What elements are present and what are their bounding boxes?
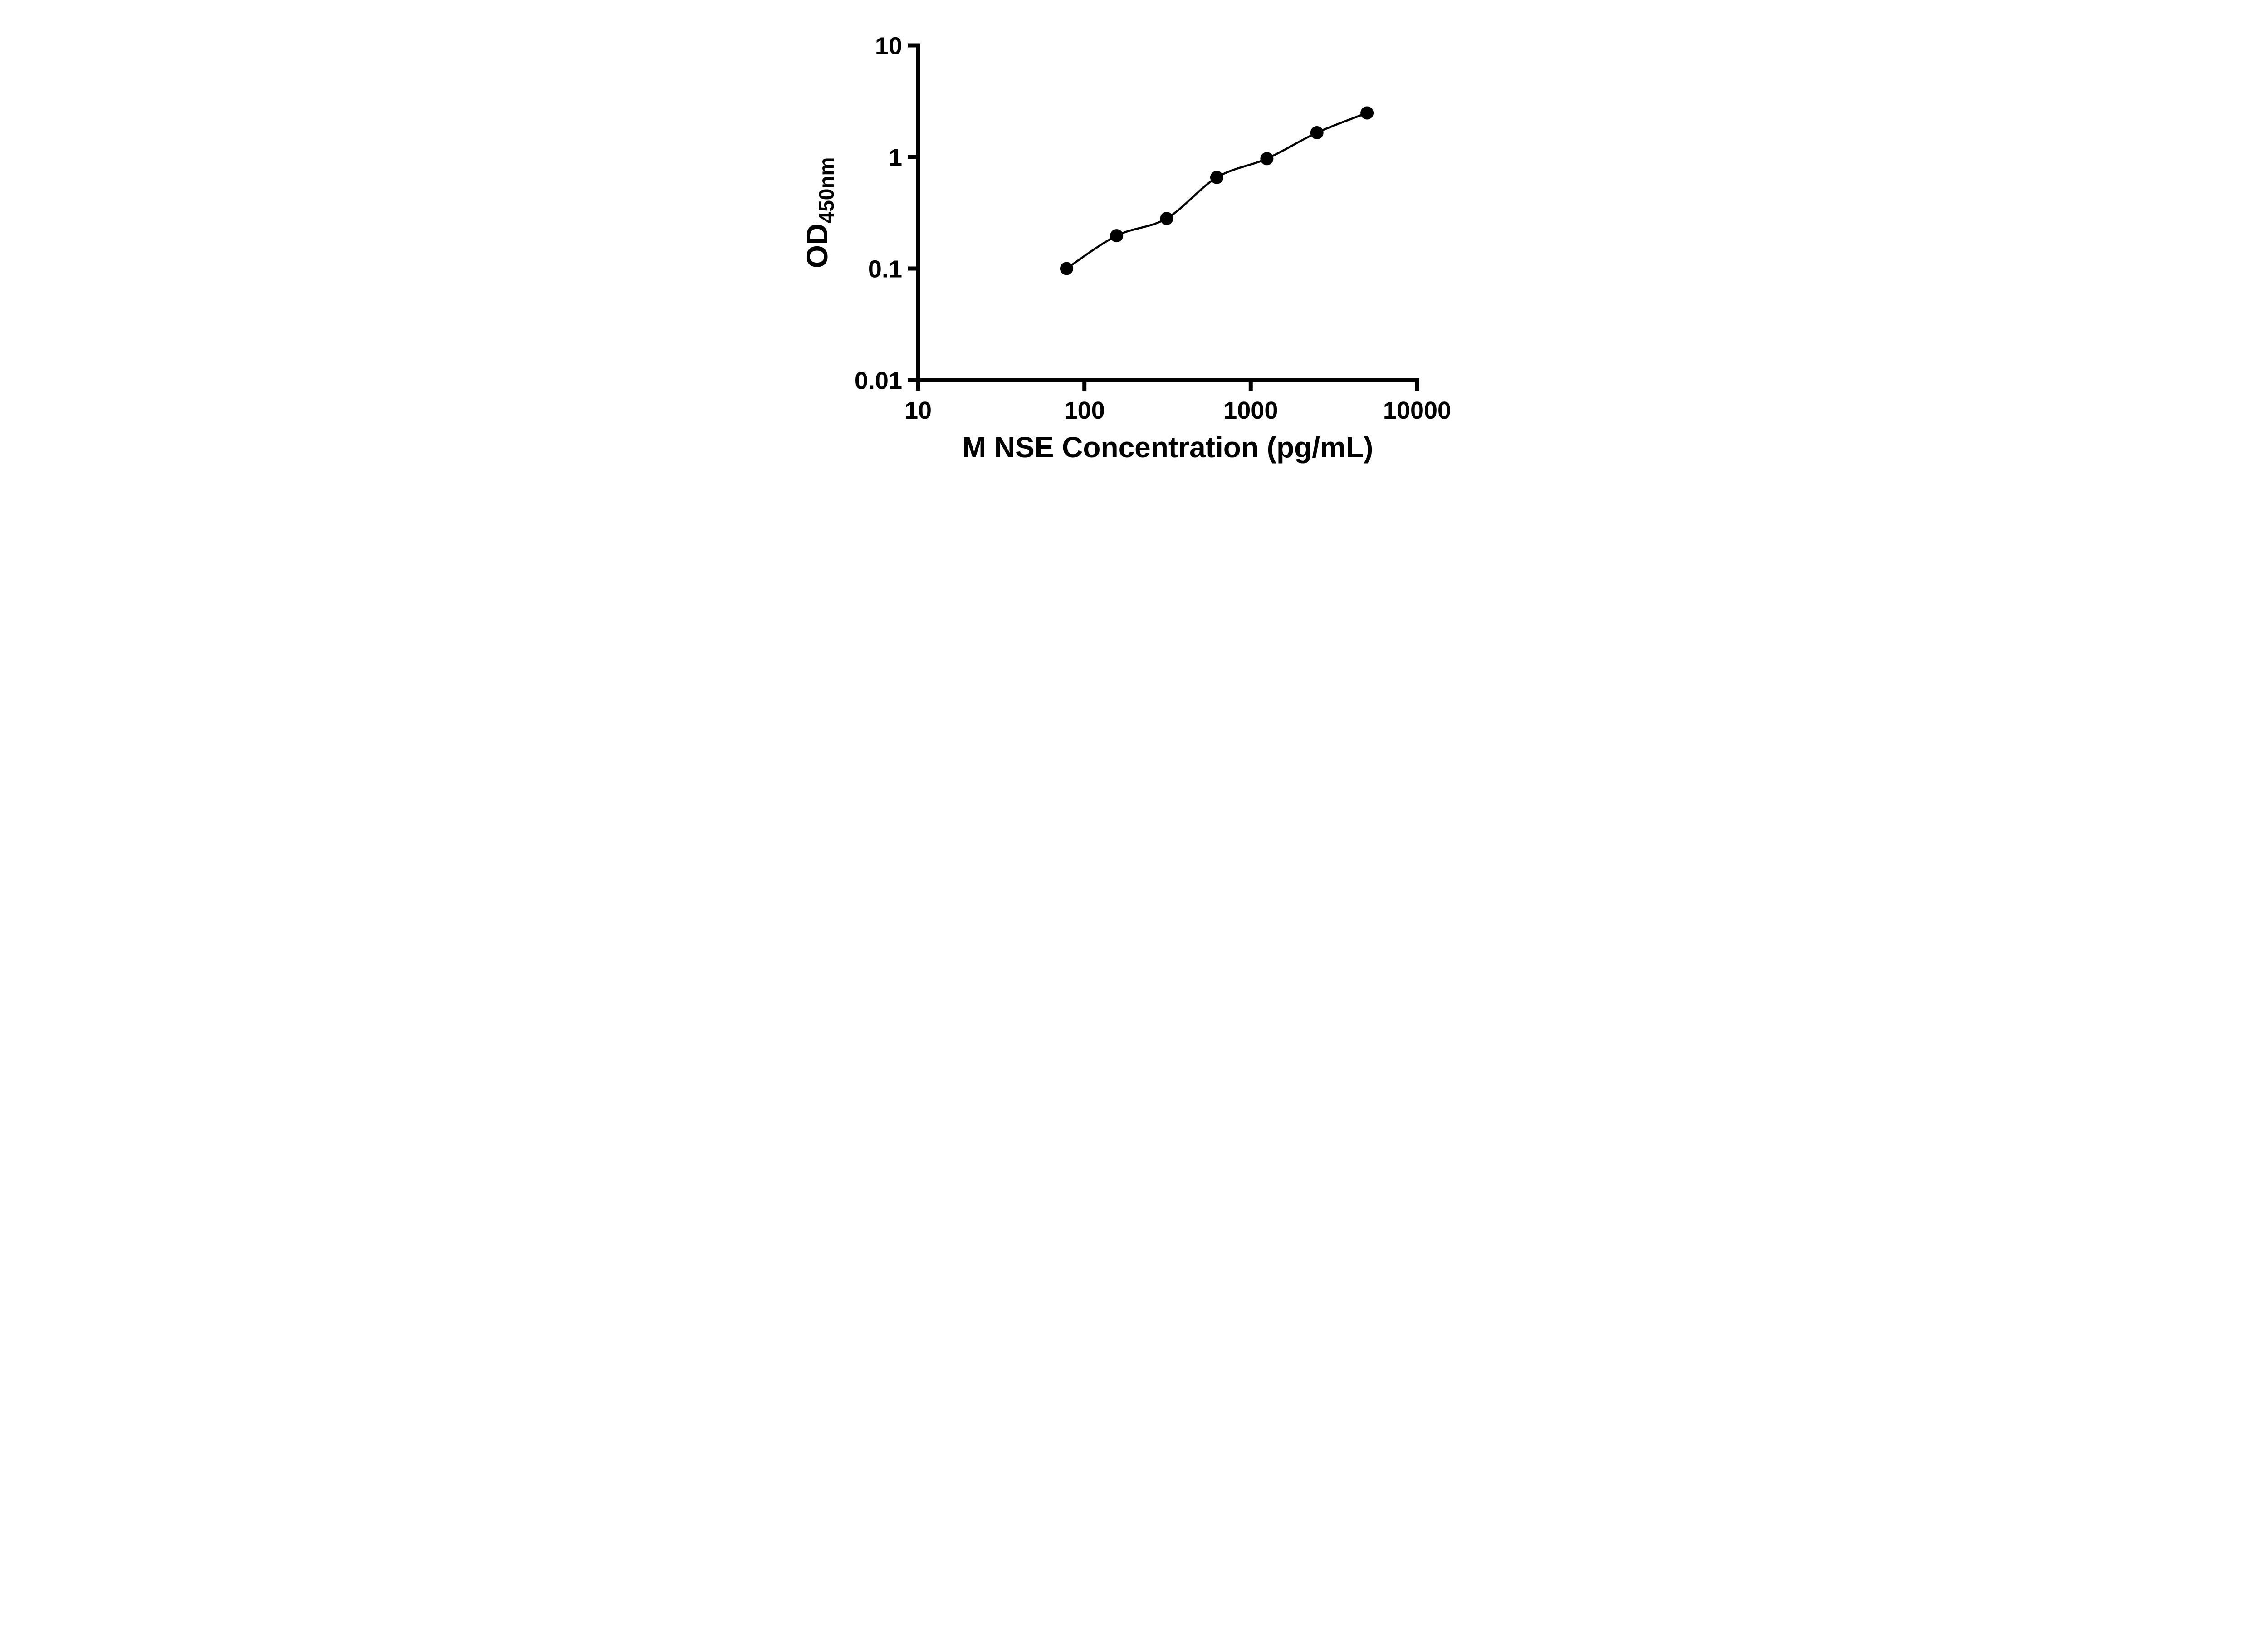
data-point-marker [1060,262,1073,275]
y-axis-title-main: OD [800,223,834,268]
data-point-marker [1260,152,1274,166]
y-tick-label: 1 [889,144,902,171]
standard-curve-chart: 10 100 1000 10000 0.01 0.1 1 10 OD450nm M NSE C… [784,0,1484,490]
x-tick-label: 1000 [1223,397,1278,424]
data-point-marker [1210,171,1223,184]
y-tick-label: 0.01 [855,367,902,394]
tick-marks [908,43,1419,391]
data-point-marker [1360,106,1374,120]
data-points [1060,106,1374,275]
data-point-marker [1110,229,1124,243]
x-tick-label: 10000 [1383,397,1451,424]
x-tick-label: 10 [904,397,932,424]
x-tick-label: 100 [1064,397,1105,424]
y-tick-label: 10 [875,32,902,59]
standard-curve-plot: 10 100 1000 10000 0.01 0.1 1 10 OD450nm M NSE C… [784,0,1484,490]
y-tick-label: 0.1 [868,255,902,283]
x-axis-title: M NSE Concentration (pg/mL) [962,431,1374,464]
y-axis-title: OD450nm [800,157,838,269]
y-axis-title-sub: 450nm [815,157,838,224]
data-point-marker [1160,212,1173,225]
data-point-marker [1310,126,1324,139]
tick-labels: 10 100 1000 10000 0.01 0.1 1 10 [855,32,1451,424]
axis-spines [916,43,1419,382]
axes [916,43,1419,382]
